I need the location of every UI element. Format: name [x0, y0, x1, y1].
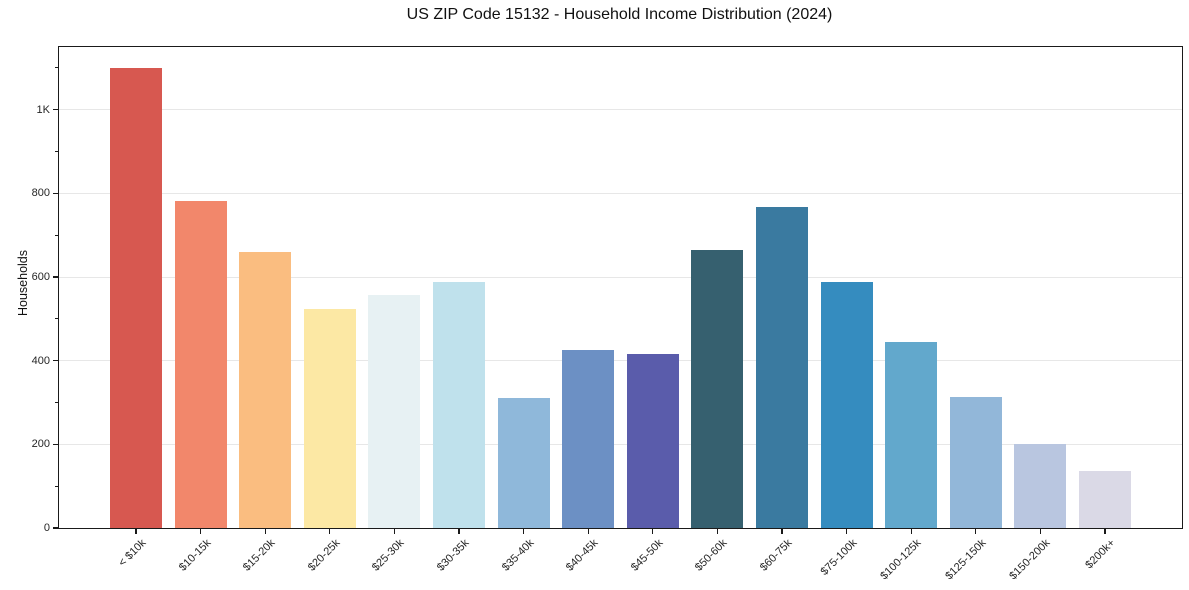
x-tick — [199, 529, 202, 535]
x-tick-label: $125-150k — [943, 537, 989, 583]
bar — [626, 354, 679, 528]
x-tick-label: $20-25k — [305, 537, 343, 574]
y-tick-minor — [54, 402, 58, 404]
x-tick — [975, 529, 977, 535]
x-tick — [522, 529, 525, 535]
x-tick-label: $30-35k — [434, 537, 472, 574]
x-tick-label: $75-100k — [818, 537, 860, 578]
bar — [433, 282, 485, 528]
y-tick — [52, 527, 58, 529]
x-tick-label: $100-125k — [878, 537, 924, 583]
x-tick — [781, 529, 783, 535]
gridline — [59, 443, 1182, 445]
y-tick-label: 800 — [31, 187, 50, 200]
y-tick — [52, 192, 58, 195]
bar — [885, 341, 938, 528]
bar — [756, 206, 808, 528]
gridline — [59, 109, 1182, 111]
gridline — [59, 360, 1182, 362]
x-tick — [135, 529, 137, 535]
plot-area: 0 200 400 600 800 1K < $10k $10-15k $15-20k $20-2… — [32, 46, 1183, 582]
x-tick — [393, 529, 396, 535]
y-tick-label: 0 — [43, 522, 50, 534]
y-tick-minor — [54, 485, 58, 487]
bar — [110, 67, 162, 528]
x-tick — [716, 529, 719, 535]
x-tick — [652, 529, 654, 535]
x-tick-label: $45-50k — [628, 537, 666, 574]
gridline — [59, 192, 1182, 194]
bar — [1014, 443, 1067, 528]
y-tick-minor — [54, 151, 58, 153]
y-tick — [52, 276, 58, 278]
bar — [497, 397, 550, 528]
bar — [239, 251, 292, 528]
x-tick-label: $50-60k — [693, 537, 730, 574]
x-tick — [1039, 529, 1042, 535]
x-tick — [910, 529, 912, 535]
bar — [368, 295, 421, 528]
y-tick-label: 1K — [36, 103, 50, 116]
x-tick — [845, 529, 848, 535]
y-tick-minor — [54, 318, 58, 320]
gridline — [59, 276, 1182, 278]
bar — [1079, 471, 1131, 528]
x-tick-label: $25-30k — [370, 537, 407, 574]
x-tick — [458, 529, 460, 535]
x-tick — [1104, 529, 1106, 535]
bar — [562, 349, 615, 528]
y-tick-minor — [54, 234, 58, 236]
x-tick-label: $10-15k — [176, 537, 214, 574]
x-tick — [587, 529, 589, 535]
x-tick-label: $150-200k — [1007, 537, 1053, 583]
bar — [691, 249, 744, 528]
x-tick — [329, 529, 331, 535]
x-tick-label: $35-40k — [499, 537, 537, 574]
bar — [949, 397, 1002, 528]
bar — [820, 282, 873, 528]
y-tick-label: 200 — [31, 438, 50, 451]
y-tick-label: 400 — [31, 354, 50, 367]
y-tick-label: 600 — [31, 271, 50, 284]
x-tick-label: $15-20k — [241, 537, 278, 574]
x-tick — [264, 529, 266, 535]
bar — [303, 308, 356, 528]
chart-title: US ZIP Code 15132 - Household Income Dis… — [406, 6, 833, 23]
x-tick-label: $200k+ — [1083, 537, 1118, 572]
y-tick-minor — [54, 67, 58, 69]
x-tick-label: $60-75k — [757, 537, 795, 574]
y-tick — [52, 443, 58, 445]
y-tick — [52, 109, 58, 111]
bar — [174, 200, 227, 528]
y-tick — [52, 360, 58, 362]
x-tick-label: < $10k — [116, 537, 149, 570]
x-tick-label: $40-45k — [564, 537, 601, 574]
